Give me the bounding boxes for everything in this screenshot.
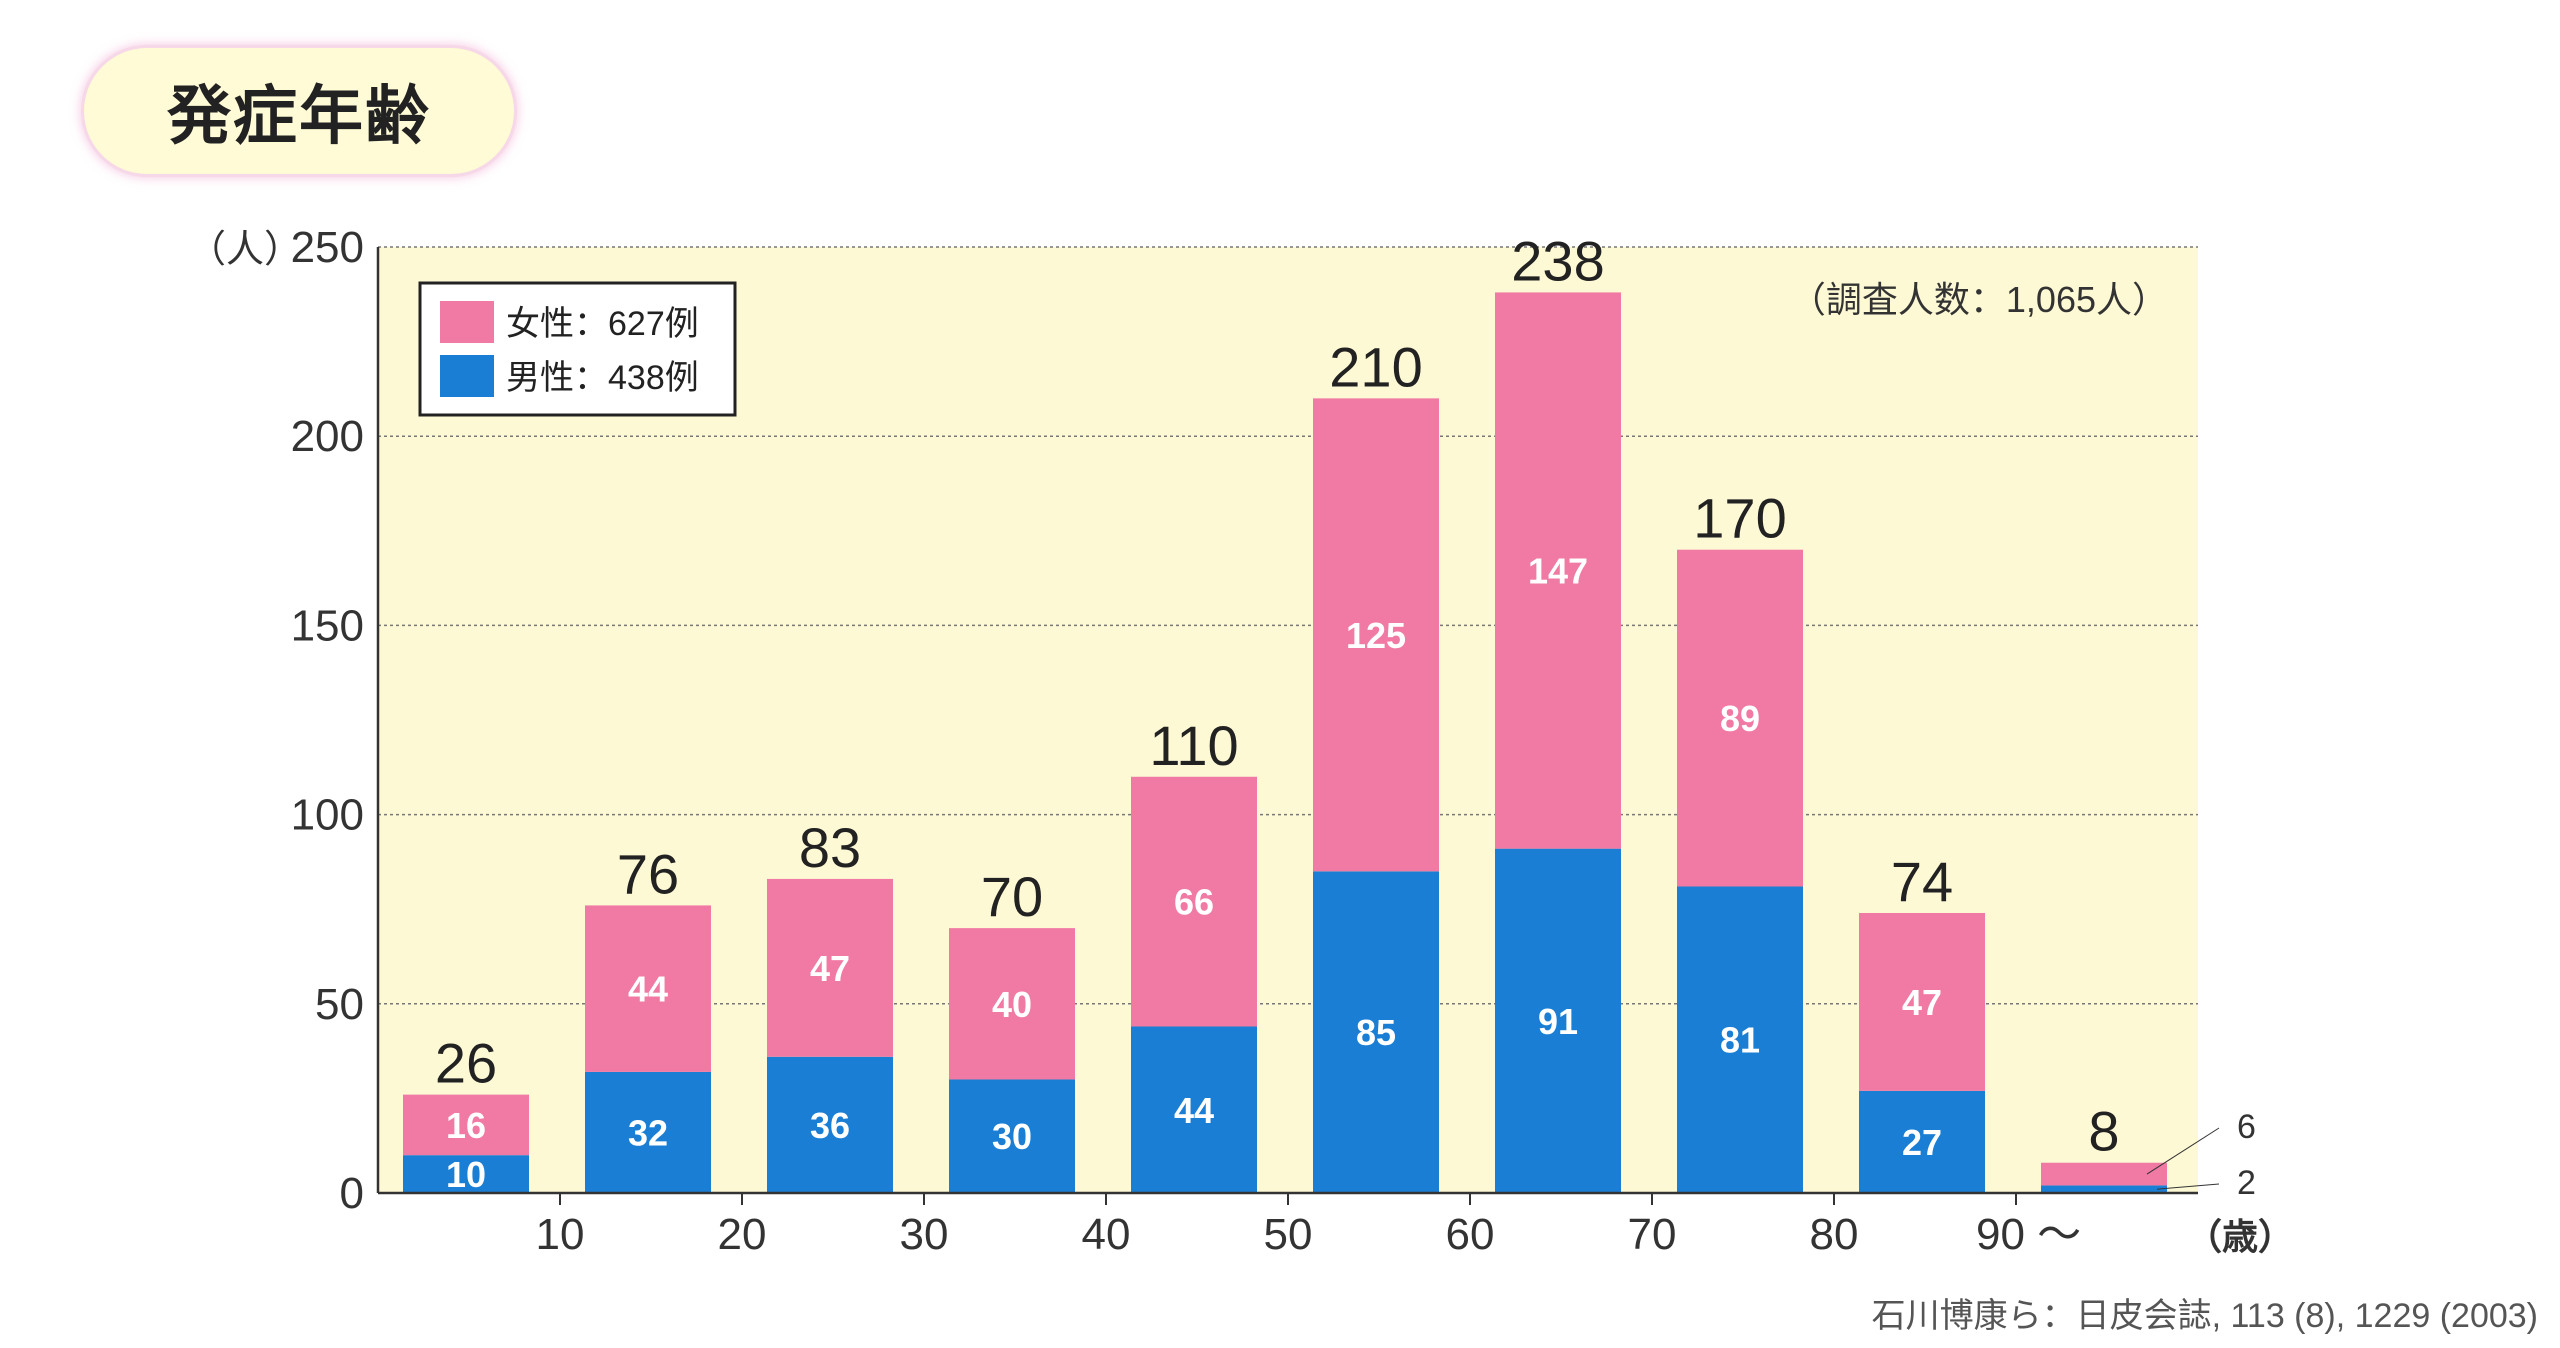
x-tick-label: 70	[1628, 1210, 1677, 1259]
bar-male-label: 10	[446, 1154, 486, 1195]
bar-female-label: 6	[2237, 1108, 2256, 1146]
bar-total-label: 210	[1329, 335, 1422, 398]
bar-total-label: 26	[435, 1032, 497, 1095]
bar-male-label: 27	[1902, 1122, 1942, 1163]
y-tick-label: 250	[291, 223, 364, 272]
bar-male	[1677, 886, 1803, 1193]
bar-male	[1313, 871, 1439, 1193]
bar-female	[2041, 1162, 2167, 1186]
bar-male-label: 91	[1538, 1001, 1578, 1042]
bar-female	[1859, 912, 1985, 1091]
bar-male	[949, 1079, 1075, 1193]
x-tick-label: 10	[536, 1210, 585, 1259]
bar-female	[1131, 776, 1257, 1027]
bar-male	[1859, 1090, 1985, 1193]
bar-total-label: 170	[1693, 487, 1786, 550]
y-tick-label: 150	[291, 601, 364, 650]
bar-male-label: 85	[1356, 1012, 1396, 1053]
x-tick-label: 90 〜	[1976, 1210, 2081, 1259]
bar-female	[1495, 292, 1621, 849]
bar-female	[1677, 549, 1803, 887]
bar-total-label: 74	[1891, 850, 1953, 913]
y-axis-unit: （人）	[188, 229, 302, 271]
bar-female-label: 40	[992, 984, 1032, 1025]
y-tick-label: 200	[291, 412, 364, 461]
bar-total-label: 238	[1511, 229, 1604, 292]
bar-total-label: 110	[1149, 714, 1238, 777]
bar-female-label: 147	[1528, 551, 1588, 592]
x-tick-label: 80	[1810, 1210, 1859, 1259]
bar-female	[1313, 398, 1439, 872]
legend-swatch-female	[440, 301, 494, 343]
bar-female-label: 89	[1720, 698, 1760, 739]
x-tick-label: 50	[1264, 1210, 1313, 1259]
survey-count-annotation: （調査人数：1,065人）	[1790, 279, 2168, 320]
bar-total-label: 70	[981, 865, 1043, 928]
bar-male	[1131, 1026, 1257, 1193]
x-tick-label: 30	[900, 1210, 949, 1259]
bar-male-label: 2	[2237, 1164, 2256, 1202]
bar-total-label: 8	[2088, 1100, 2119, 1163]
bar-female-label: 47	[1902, 982, 1942, 1023]
bar-female	[949, 928, 1075, 1080]
bar-male-label: 36	[810, 1105, 850, 1146]
legend-swatch-male	[440, 355, 494, 397]
bar-female-label: 66	[1174, 882, 1214, 923]
citation: 石川博康ら：日皮会誌, 113 (8), 1229 (2003)	[1871, 1297, 2538, 1335]
bar-male	[2041, 1185, 2167, 1193]
bar-female	[585, 905, 711, 1072]
legend-label-male: 男性：438例	[506, 359, 699, 397]
x-axis-unit: （歳）	[2186, 1216, 2294, 1257]
bar-female-label: 47	[810, 948, 850, 989]
bar-male-label: 81	[1720, 1020, 1760, 1061]
bar-female-label: 44	[628, 969, 668, 1010]
bar-male	[403, 1155, 529, 1193]
x-tick-label: 20	[718, 1210, 767, 1259]
page-title: 発症年齢	[84, 48, 514, 174]
y-tick-label: 50	[315, 980, 364, 1029]
y-tick-label: 100	[291, 791, 364, 840]
bar-male	[585, 1071, 711, 1193]
x-tick-label: 40	[1082, 1210, 1131, 1259]
bar-male	[767, 1056, 893, 1193]
bar-female	[403, 1094, 529, 1156]
bar-female-label: 125	[1346, 615, 1406, 656]
y-tick-label: 0	[340, 1169, 364, 1218]
bar-male-label: 44	[1174, 1090, 1214, 1131]
x-tick-label: 60	[1446, 1210, 1495, 1259]
bar-female	[767, 878, 893, 1057]
bar-male-label: 30	[992, 1116, 1032, 1157]
bar-total-label: 76	[617, 842, 679, 905]
bar-male	[1495, 848, 1621, 1193]
bar-female-label: 16	[446, 1105, 486, 1146]
callout-line-male	[2156, 1183, 2220, 1190]
bar-male-label: 32	[628, 1112, 668, 1153]
legend-label-female: 女性：627例	[506, 305, 699, 343]
callout-line-female	[2146, 1127, 2220, 1175]
bar-total-label: 83	[799, 816, 861, 879]
